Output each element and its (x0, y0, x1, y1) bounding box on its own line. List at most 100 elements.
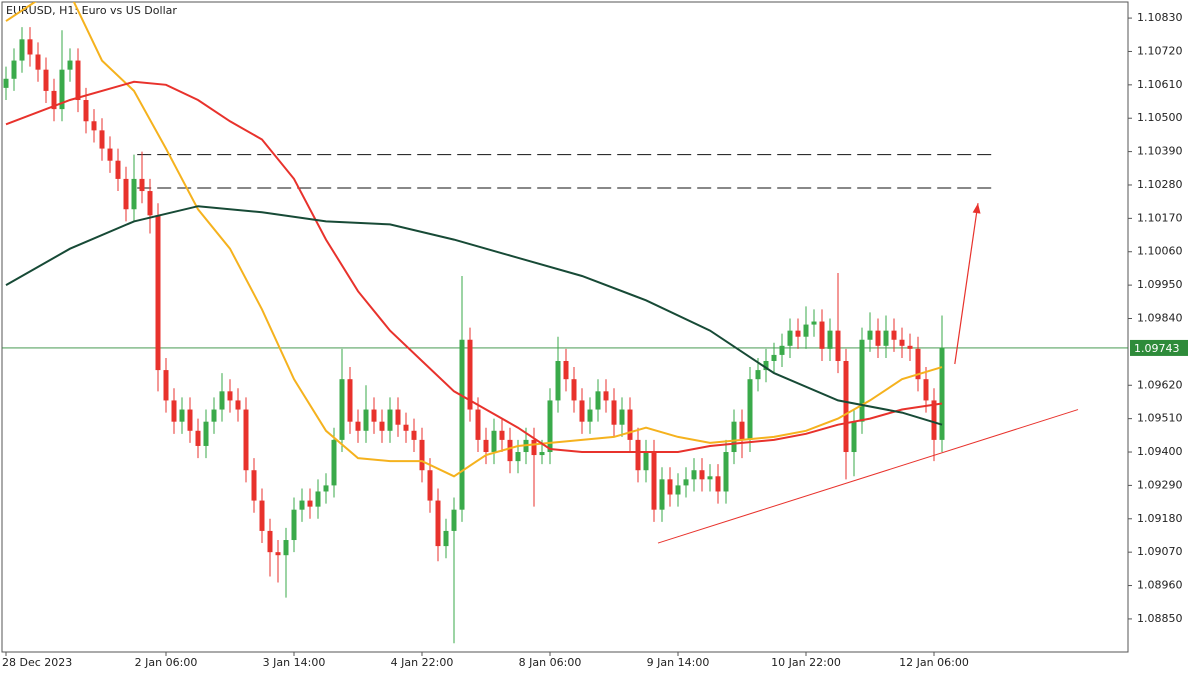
candle-body (347, 379, 353, 422)
candle-body (435, 500, 441, 547)
y-tick-label: 1.10500 (1137, 111, 1183, 124)
candle-body (939, 347, 945, 440)
candle-body (747, 379, 753, 440)
candle-body (547, 400, 553, 453)
candle-body (467, 339, 473, 410)
trend-line (657, 409, 1079, 544)
candle-body (195, 430, 201, 446)
y-tick-label: 1.09510 (1137, 412, 1183, 425)
candle-body (123, 178, 129, 210)
candle-body (531, 439, 537, 456)
candle-body (579, 400, 585, 422)
moving-average (5, 205, 943, 426)
candle-body (587, 409, 593, 422)
candle-body (563, 360, 569, 380)
candle-body (131, 178, 137, 210)
candle-body (115, 160, 121, 179)
candle-body (675, 485, 681, 495)
candle-body (355, 421, 361, 431)
y-tick-label: 1.10280 (1137, 178, 1183, 191)
candle-body (731, 421, 737, 453)
candle-body (67, 60, 73, 70)
candle-body (395, 409, 401, 425)
candle-body (707, 476, 713, 480)
candle-body (571, 379, 577, 401)
candle-body (787, 330, 793, 346)
candle-body (755, 370, 761, 380)
plot-frame (1, 1, 1129, 653)
candle-body (827, 330, 833, 349)
y-tick-label: 1.10830 (1137, 11, 1183, 24)
x-tick-label: 8 Jan 06:00 (519, 656, 582, 669)
y-tick-label: 1.09620 (1137, 378, 1183, 391)
candle-body (291, 509, 297, 541)
y-tick-label: 1.09070 (1137, 545, 1183, 558)
candle-body (19, 39, 25, 61)
x-tick-label: 9 Jan 14:00 (647, 656, 710, 669)
candle-body (91, 121, 97, 131)
candle-body (275, 552, 281, 556)
candle-body (595, 391, 601, 410)
x-tick-label: 12 Jan 06:00 (899, 656, 969, 669)
candle-body (475, 409, 481, 440)
arrow-shaft (954, 203, 979, 365)
candle-body (867, 330, 873, 340)
candle-body (507, 439, 513, 462)
candle-body (555, 360, 561, 401)
x-tick-label: 2 Jan 06:00 (135, 656, 198, 669)
candle-body (499, 430, 505, 440)
candle-body (891, 330, 897, 340)
candle-body (763, 360, 769, 371)
candle-body (419, 439, 425, 471)
candle-body (611, 400, 617, 425)
candle-body (219, 391, 225, 410)
y-tick-label: 1.09950 (1137, 278, 1183, 291)
last-price-box (1130, 339, 1188, 356)
y-tick-label: 1.08850 (1137, 612, 1183, 625)
candle-body (771, 354, 777, 361)
candle-body (187, 409, 193, 431)
candle-body (235, 400, 241, 410)
candle-body (723, 452, 729, 492)
candle-body (3, 78, 9, 88)
y-tick-label: 1.09290 (1137, 478, 1183, 491)
moving-average (5, 2, 943, 478)
candle-body (739, 421, 745, 440)
candle-body (411, 430, 417, 440)
candle-body (619, 409, 625, 425)
candle-body (83, 100, 89, 122)
y-tick-label: 1.09840 (1137, 312, 1183, 325)
x-tick-label: 3 Jan 14:00 (263, 656, 326, 669)
y-tick-label: 1.10390 (1137, 145, 1183, 158)
candle-body (323, 485, 329, 492)
x-tick-label: 10 Jan 22:00 (771, 656, 841, 669)
candle-body (99, 130, 105, 149)
candle-body (699, 470, 705, 480)
candle-body (59, 69, 65, 110)
candle-body (203, 421, 209, 446)
candle-body (483, 439, 489, 453)
candle-body (11, 60, 17, 79)
candle-body (779, 345, 785, 355)
candle-body (843, 360, 849, 453)
candle-body (859, 339, 865, 422)
candle-body (267, 530, 273, 553)
candle-body (251, 470, 257, 501)
last-price-label: 1.09743 (1134, 342, 1180, 355)
candle-body (539, 452, 545, 456)
candle-body (51, 90, 57, 110)
y-tick-label: 1.09400 (1137, 445, 1183, 458)
candle-body (643, 452, 649, 471)
candle-body (627, 409, 633, 440)
candle-body (651, 452, 657, 510)
candle-body (299, 500, 305, 510)
candle-body (179, 409, 185, 422)
candle-body (851, 421, 857, 453)
x-tick-label: 4 Jan 22:00 (391, 656, 454, 669)
candle-body (931, 400, 937, 440)
candle-body (331, 439, 337, 486)
candle-body (899, 339, 905, 346)
y-tick-label: 1.10610 (1137, 78, 1183, 91)
candle-body (107, 148, 113, 161)
